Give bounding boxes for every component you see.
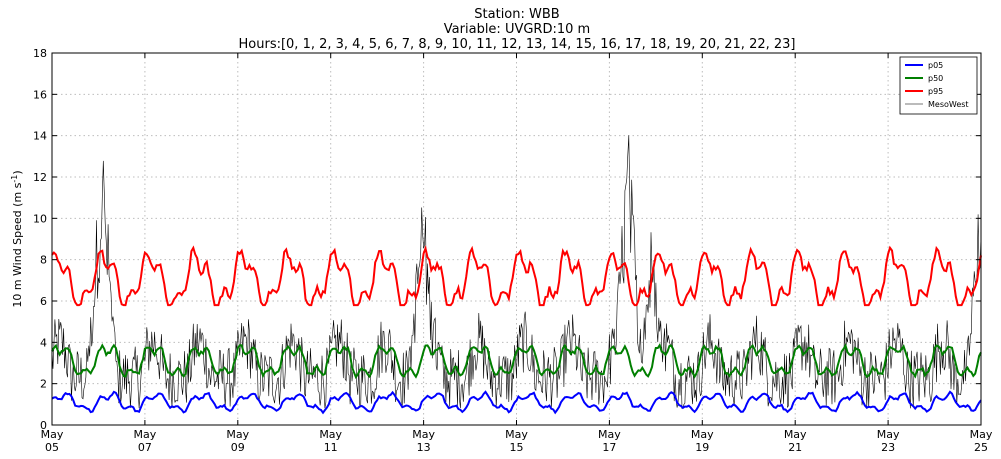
legend-label-mesowest: MesoWest xyxy=(928,100,969,109)
y-tick-label: 4 xyxy=(40,336,47,349)
chart-title: Station: WBB Variable: UVGRD:10 m Hours:… xyxy=(239,7,796,52)
x-tick-label-month: May xyxy=(505,428,528,441)
title-line-variable: Variable: UVGRD:10 m xyxy=(444,22,590,37)
legend-label-p50: p50 xyxy=(928,74,943,83)
x-tick-label-day: 25 xyxy=(974,441,988,454)
series-line-p50 xyxy=(51,342,982,380)
y-tick-label: 0 xyxy=(40,419,47,432)
legend: p05 p50 p95 MesoWest xyxy=(899,56,978,115)
x-tick-label-day: 17 xyxy=(602,441,616,454)
y-tick-label: 2 xyxy=(40,378,47,391)
x-tick-label-month: May xyxy=(784,428,807,441)
x-tick-label-month: May xyxy=(598,428,621,441)
y-tick-label: 18 xyxy=(33,47,47,60)
axis-ticks: 024681012141618May05May07May09May11May13… xyxy=(33,47,993,454)
y-tick-label: 10 xyxy=(33,212,47,225)
x-tick-label-month: May xyxy=(41,428,64,441)
y-tick-label: 12 xyxy=(33,171,47,184)
y-axis-label: 10 m Wind Speed (m s-1) xyxy=(10,170,24,307)
series-line-p05 xyxy=(51,390,982,415)
x-tick-label-day: 05 xyxy=(45,441,59,454)
x-tick-label-day: 13 xyxy=(417,441,431,454)
series-line-p95 xyxy=(51,245,982,307)
y-tick-label: 16 xyxy=(33,88,47,101)
title-line-station: Station: WBB xyxy=(474,7,559,22)
x-tick-label-month: May xyxy=(877,428,900,441)
y-tick-label: 6 xyxy=(40,295,47,308)
x-tick-label-month: May xyxy=(970,428,993,441)
x-tick-label-month: May xyxy=(691,428,714,441)
x-tick-label-day: 23 xyxy=(881,441,895,454)
legend-label-p05: p05 xyxy=(928,61,943,70)
x-tick-label-day: 15 xyxy=(510,441,524,454)
x-tick-label-day: 19 xyxy=(695,441,709,454)
title-line-hours: Hours:[0, 1, 2, 3, 4, 5, 6, 7, 8, 9, 10,… xyxy=(239,37,796,52)
x-tick-label-day: 11 xyxy=(324,441,338,454)
x-tick-label-month: May xyxy=(134,428,157,441)
x-tick-label-month: May xyxy=(226,428,249,441)
series-line-mesowest xyxy=(51,135,982,410)
x-tick-label-month: May xyxy=(319,428,342,441)
x-tick-label-day: 21 xyxy=(788,441,802,454)
legend-label-p95: p95 xyxy=(928,87,943,96)
series-lines xyxy=(51,135,982,415)
y-tick-label: 8 xyxy=(40,254,47,267)
x-tick-label-day: 09 xyxy=(231,441,245,454)
y-tick-label: 14 xyxy=(33,130,47,143)
x-tick-label-day: 07 xyxy=(138,441,152,454)
x-tick-label-month: May xyxy=(412,428,435,441)
